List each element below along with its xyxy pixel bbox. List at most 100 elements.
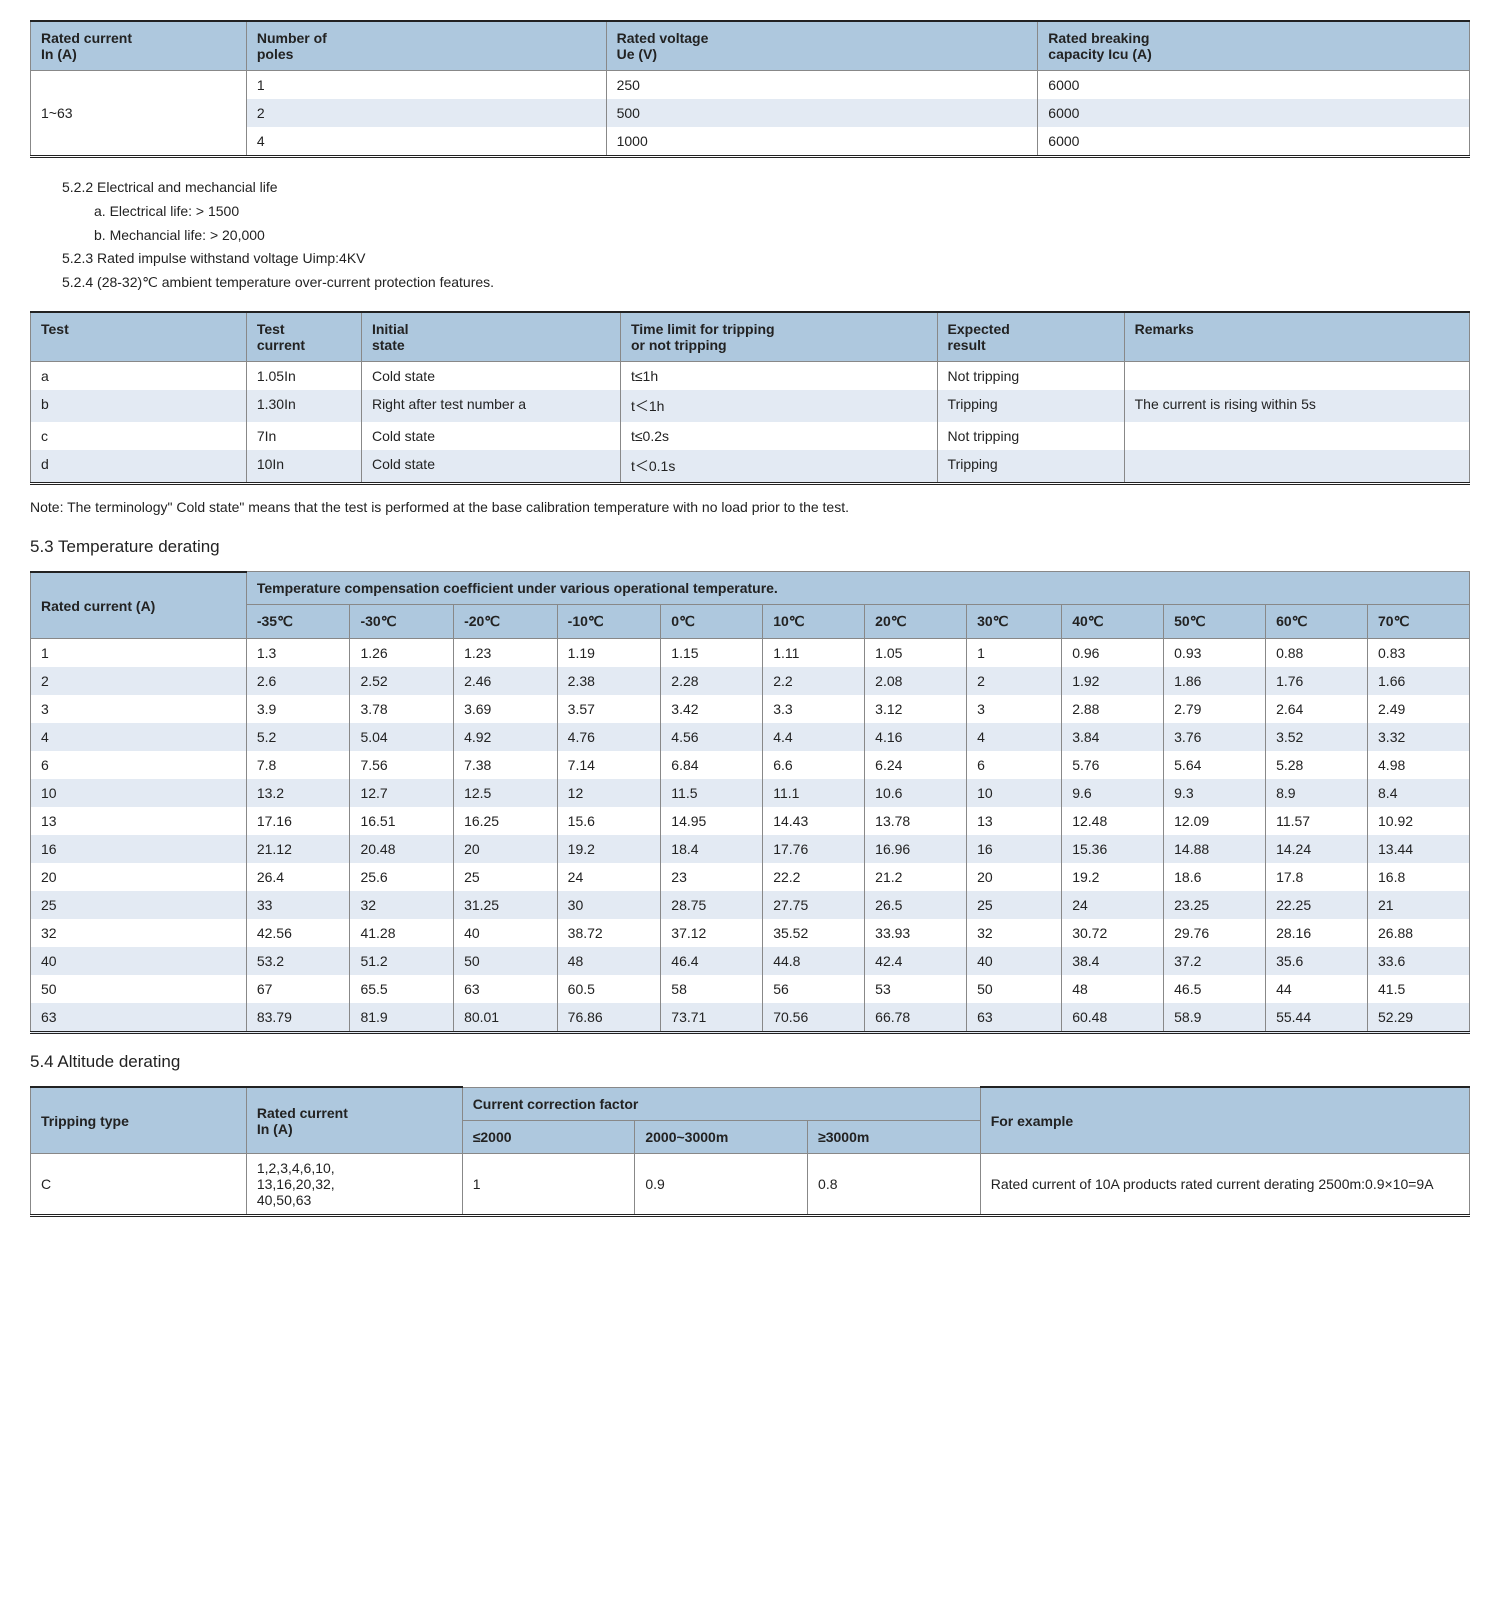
t3-cell: 23.25 xyxy=(1164,891,1266,919)
t3-cell: 33.93 xyxy=(865,919,967,947)
t4-h-span: Current correction factor xyxy=(462,1087,980,1120)
table-rated-current: Rated currentIn (A)Number ofpolesRated v… xyxy=(30,20,1470,158)
t3-cell: 19.2 xyxy=(1062,863,1164,891)
t1-header: Number ofpoles xyxy=(246,21,606,71)
table-temperature-derating: Rated current (A)Temperature compensatio… xyxy=(30,571,1470,1035)
t3-cell: 30 xyxy=(557,891,661,919)
t3-cell: 25 xyxy=(31,891,247,919)
t3-cell: 29.76 xyxy=(1164,919,1266,947)
t3-cell: 32 xyxy=(31,919,247,947)
t3-cell: 37.12 xyxy=(661,919,763,947)
t1-header: Rated currentIn (A) xyxy=(31,21,247,71)
t2-header: Test xyxy=(31,312,247,362)
t3-cell: 50 xyxy=(31,975,247,1003)
t3-temp-header: 30℃ xyxy=(967,605,1062,639)
t4-sub-header: ≤2000 xyxy=(462,1120,635,1153)
t3-cell: 16.25 xyxy=(454,807,558,835)
t4-sub-header: ≥3000m xyxy=(808,1120,981,1153)
t3-cell: 13.44 xyxy=(1368,835,1470,863)
t3-cell: 2.6 xyxy=(246,667,350,695)
t3-cell: 8.4 xyxy=(1368,779,1470,807)
t3-cell: 10 xyxy=(31,779,247,807)
t1-span-cell: 1~63 xyxy=(31,71,247,157)
t3-cell: 58 xyxy=(661,975,763,1003)
t3-cell: 66.78 xyxy=(865,1003,967,1033)
t1-cell: 6000 xyxy=(1038,99,1470,127)
t2-header: Time limit for trippingor not tripping xyxy=(620,312,937,362)
t3-cell: 51.2 xyxy=(350,947,454,975)
t3-cell: 2.88 xyxy=(1062,695,1164,723)
t3-cell: 2.52 xyxy=(350,667,454,695)
t3-cell: 26.88 xyxy=(1368,919,1470,947)
t3-cell: 3.32 xyxy=(1368,723,1470,751)
t3-cell: 9.3 xyxy=(1164,779,1266,807)
t3-cell: 24 xyxy=(1062,891,1164,919)
t3-cell: 0.83 xyxy=(1368,639,1470,668)
t2-cell xyxy=(1124,450,1469,484)
t3-cell: 70.56 xyxy=(763,1003,865,1033)
t3-cell: 76.86 xyxy=(557,1003,661,1033)
t3-cell: 2.46 xyxy=(454,667,558,695)
t3-cell: 17.8 xyxy=(1266,863,1368,891)
t2-cell: Tripping xyxy=(937,390,1124,422)
t3-cell: 16.8 xyxy=(1368,863,1470,891)
t3-cell: 23 xyxy=(661,863,763,891)
t3-cell: 1.66 xyxy=(1368,667,1470,695)
t4-h-trip: Tripping type xyxy=(31,1087,247,1153)
t3-cell: 3.78 xyxy=(350,695,454,723)
t1-cell: 6000 xyxy=(1038,71,1470,100)
t3-cell: 28.16 xyxy=(1266,919,1368,947)
t3-cell: 52.29 xyxy=(1368,1003,1470,1033)
t3-cell: 7.56 xyxy=(350,751,454,779)
t3-cell: 53.2 xyxy=(246,947,350,975)
t3-cell: 14.24 xyxy=(1266,835,1368,863)
t3-cell: 1.26 xyxy=(350,639,454,668)
t3-cell: 3.42 xyxy=(661,695,763,723)
t2-cell: t＜0.1s xyxy=(620,450,937,484)
t3-cell: 14.43 xyxy=(763,807,865,835)
t3-cell: 10.6 xyxy=(865,779,967,807)
line-522a: a. Electrical life: > 1500 xyxy=(30,200,1470,224)
t3-cell: 2.08 xyxy=(865,667,967,695)
t3-cell: 3.84 xyxy=(1062,723,1164,751)
t3-temp-header: -35℃ xyxy=(246,605,350,639)
t3-cell: 5.04 xyxy=(350,723,454,751)
t3-cell: 41.28 xyxy=(350,919,454,947)
t3-cell: 35.52 xyxy=(763,919,865,947)
t3-cell: 50 xyxy=(967,975,1062,1003)
t3-cell: 5.28 xyxy=(1266,751,1368,779)
t3-cell: 73.71 xyxy=(661,1003,763,1033)
t3-cell: 55.44 xyxy=(1266,1003,1368,1033)
t2-cell: Cold state xyxy=(361,450,620,484)
t3-cell: 3 xyxy=(31,695,247,723)
t3-cell: 4.4 xyxy=(763,723,865,751)
t3-cell: 42.56 xyxy=(246,919,350,947)
t3-cell: 25 xyxy=(967,891,1062,919)
t3-temp-header: 70℃ xyxy=(1368,605,1470,639)
t3-cell: 6 xyxy=(967,751,1062,779)
t3-cell: 21 xyxy=(1368,891,1470,919)
t3-cell: 1.3 xyxy=(246,639,350,668)
t3-cell: 81.9 xyxy=(350,1003,454,1033)
t3-cell: 32 xyxy=(350,891,454,919)
t3-cell: 1.23 xyxy=(454,639,558,668)
t3-cell: 12.7 xyxy=(350,779,454,807)
t3-cell: 1 xyxy=(967,639,1062,668)
t3-cell: 13.2 xyxy=(246,779,350,807)
t3-cell: 8.9 xyxy=(1266,779,1368,807)
t3-cell: 6.84 xyxy=(661,751,763,779)
t4-cell: Rated current of 10A products rated curr… xyxy=(980,1153,1469,1215)
t1-header: Rated breakingcapacity Icu (A) xyxy=(1038,21,1470,71)
t3-cell: 0.88 xyxy=(1266,639,1368,668)
t3-cell: 3.3 xyxy=(763,695,865,723)
t4-cell: 0.8 xyxy=(808,1153,981,1215)
t3-cell: 25 xyxy=(454,863,558,891)
t3-cell: 5.64 xyxy=(1164,751,1266,779)
t3-cell: 7.38 xyxy=(454,751,558,779)
t3-cell: 11.1 xyxy=(763,779,865,807)
heading-5-4: 5.4 Altitude derating xyxy=(30,1052,1470,1072)
t3-temp-header: -30℃ xyxy=(350,605,454,639)
t3-cell: 58.9 xyxy=(1164,1003,1266,1033)
t3-cell: 3 xyxy=(967,695,1062,723)
t3-cell: 33.6 xyxy=(1368,947,1470,975)
